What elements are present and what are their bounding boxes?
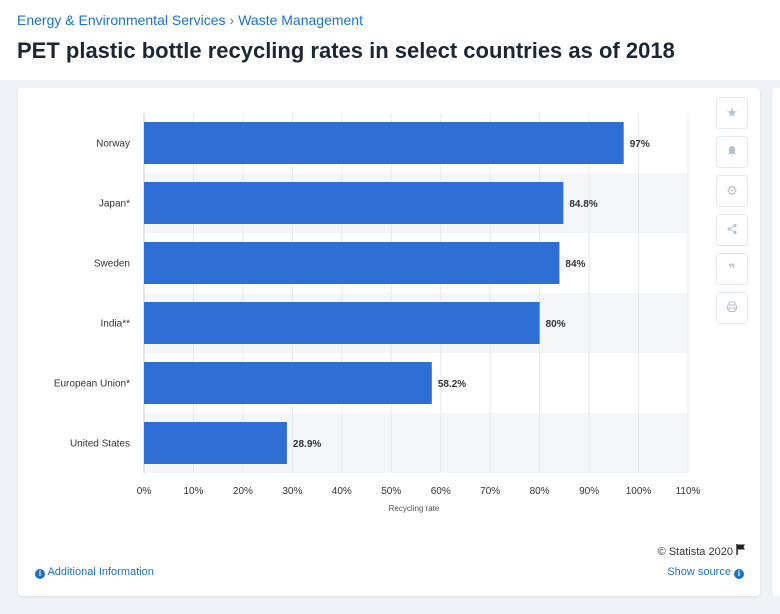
additional-information-link[interactable]: i Additional Information (35, 566, 154, 579)
bar-sweden (144, 242, 560, 284)
flag-icon (736, 544, 746, 558)
x-tick-label: 40% (332, 486, 352, 497)
page-title: PET plastic bottle recycling rates in se… (17, 38, 675, 63)
value-label: 80% (546, 319, 566, 330)
x-tick-label: 50% (381, 486, 401, 497)
show-source-link[interactable]: Show source i (667, 566, 744, 579)
x-tick-label: 60% (431, 486, 451, 497)
x-tick-label: 110% (676, 486, 701, 497)
bar-india (144, 302, 540, 344)
info-icon: i (35, 569, 45, 579)
gear-icon: ⚙ (726, 183, 738, 198)
x-tick-label: 30% (282, 486, 302, 497)
value-label: 97% (630, 139, 650, 150)
adjacent-panel-edge (773, 88, 780, 596)
star-icon: ★ (726, 105, 738, 120)
bar-norway (144, 122, 624, 164)
chart-toolbar: ★ ⚙ ❞ (716, 97, 752, 331)
breadcrumb: Energy & Environmental Services › Waste Ma… (17, 12, 363, 28)
x-tick-label: 70% (480, 486, 500, 497)
breadcrumb-separator: › (229, 12, 235, 28)
category-label: India** (101, 319, 131, 330)
notification-button[interactable] (716, 136, 748, 168)
info-icon: i (734, 569, 744, 579)
print-icon (726, 301, 738, 316)
category-label: Japan* (99, 199, 130, 210)
category-label: European Union* (54, 379, 130, 390)
value-label: 58.2% (438, 379, 466, 390)
breadcrumb-subcategory-link[interactable]: Waste Management (238, 12, 363, 28)
x-tick-label: 80% (530, 486, 550, 497)
bell-icon (726, 145, 738, 160)
category-label: Sweden (94, 259, 130, 270)
settings-button[interactable]: ⚙ (716, 175, 748, 207)
bar-european-union (144, 362, 432, 404)
bar-japan (144, 182, 564, 224)
value-label: 84.8% (569, 199, 597, 210)
share-button[interactable] (716, 214, 748, 246)
category-label: Norway (96, 139, 130, 150)
copyright-notice: © Statista 2020 (658, 544, 746, 558)
category-label: United States (70, 439, 130, 450)
bar-united-states (144, 422, 287, 464)
breadcrumb-category-link[interactable]: Energy & Environmental Services (17, 12, 226, 28)
x-tick-label: 100% (626, 486, 652, 497)
print-button[interactable] (716, 292, 748, 324)
x-tick-label: 0% (137, 486, 152, 497)
x-tick-label: 10% (183, 486, 203, 497)
value-label: 84% (565, 259, 585, 270)
quote-icon: ❞ (728, 261, 736, 276)
x-axis-title: Recycling rate (389, 504, 440, 513)
favorite-button[interactable]: ★ (716, 97, 748, 129)
share-icon (726, 223, 738, 238)
value-label: 28.9% (293, 439, 321, 450)
x-tick-label: 90% (579, 486, 599, 497)
cite-button[interactable]: ❞ (716, 253, 748, 285)
x-tick-label: 20% (233, 486, 253, 497)
